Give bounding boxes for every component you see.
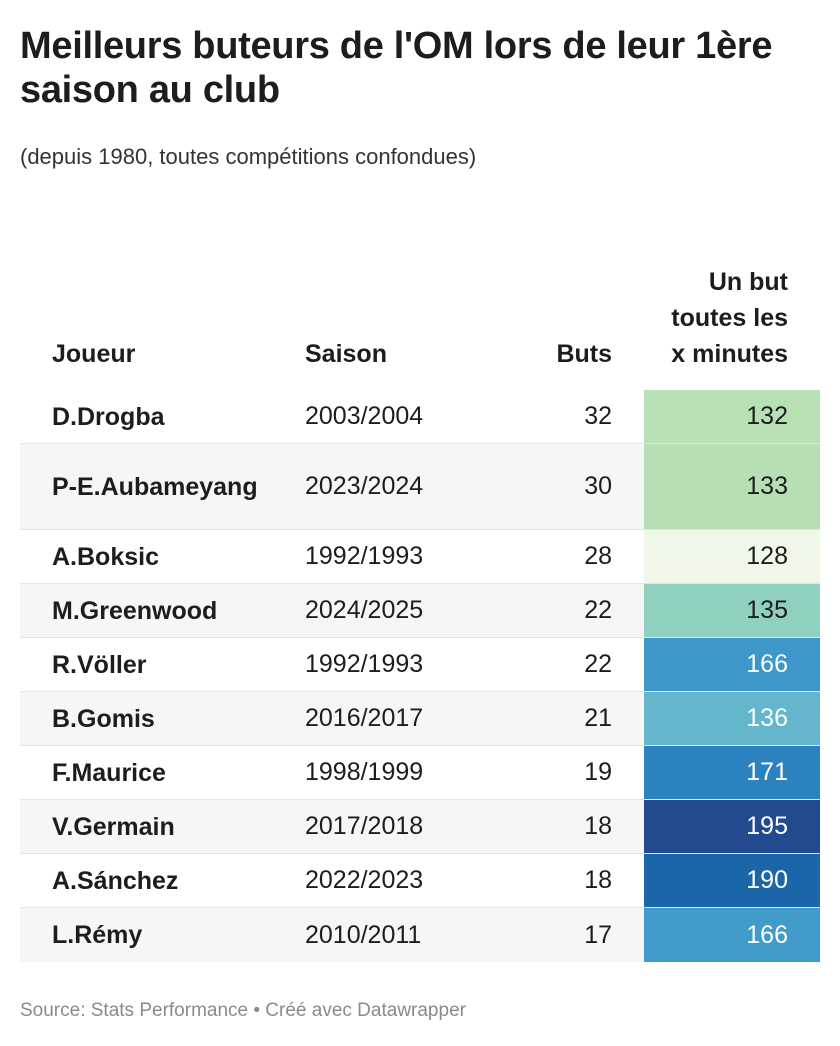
season-cell: 2010/2011: [305, 920, 422, 949]
table-row: R.Völler 1992/1993 22 166: [20, 638, 820, 692]
player-name: V.Germain: [52, 812, 175, 841]
player-name: L.Rémy: [52, 921, 143, 949]
minutes-cell: 128: [644, 530, 820, 583]
chart-subtitle: (depuis 1980, toutes compétitions confon…: [20, 144, 477, 169]
player-name: A.Sánchez: [52, 866, 179, 895]
goals-cell: 22: [584, 650, 612, 678]
table-header: Joueur Saison Buts Un but toutes les x m…: [20, 226, 820, 390]
goals-cell: 18: [584, 812, 612, 840]
table-row: P-E.Aubameyang 2023/2024 30 133: [20, 444, 820, 530]
goals-cell: 28: [584, 542, 612, 570]
season-cell: 2003/2004: [305, 402, 424, 430]
table-row: D.Drogba 2003/2004 32 132: [20, 390, 820, 444]
player-name: F.Maurice: [52, 758, 166, 787]
table-body: D.Drogba 2003/2004 32 132 P-E.Aubameyang 2023…: [20, 390, 820, 962]
goals-cell: 19: [584, 758, 612, 786]
goals-cell: 22: [584, 596, 612, 624]
minutes-cell: 195: [644, 800, 820, 853]
table-row: B.Gomis 2016/2017 21 136: [20, 692, 820, 746]
goals-cell: 21: [584, 704, 612, 732]
minutes-cell: 136: [644, 692, 820, 745]
player-name: R.Völler: [52, 650, 147, 679]
minutes-cell: 133: [644, 444, 820, 529]
minutes-cell: 166: [644, 638, 820, 691]
season-cell: 1992/1993: [305, 650, 424, 678]
player-name: B.Gomis: [52, 704, 155, 733]
table-row: F.Maurice 1998/1999 19 171: [20, 746, 820, 800]
header-goals: Buts: [556, 340, 612, 368]
table-row: L.Rémy 2010/2011 17 166: [20, 908, 820, 962]
season-cell: 2024/2025: [305, 596, 424, 624]
goals-cell: 17: [584, 920, 612, 949]
player-name: M.Greenwood: [52, 596, 218, 625]
goals-cell: 30: [584, 472, 612, 500]
minutes-cell: 166: [644, 908, 820, 962]
season-cell: 2017/2018: [305, 812, 424, 840]
season-cell: 2016/2017: [305, 704, 424, 732]
season-cell: 1998/1999: [305, 758, 424, 786]
table-row: A.Sánchez 2022/2023 18 190: [20, 854, 820, 908]
table-row: M.Greenwood 2024/2025 22 135: [20, 584, 820, 638]
header-minutes: Un but toutes les x minutes: [671, 268, 788, 368]
table-row: V.Germain 2017/2018 18 195: [20, 800, 820, 854]
player-name: P-E.Aubameyang: [52, 472, 258, 501]
header-player: Joueur: [52, 340, 136, 368]
chart-title: Meilleurs buteurs de l'OM lors de leur 1…: [20, 25, 773, 111]
player-name: A.Boksic: [52, 542, 159, 571]
header-season: Saison: [305, 340, 387, 368]
goals-cell: 18: [584, 866, 612, 894]
minutes-cell: 132: [644, 390, 820, 443]
minutes-cell: 135: [644, 584, 820, 637]
minutes-cell: 171: [644, 746, 820, 799]
season-cell: 2022/2023: [305, 866, 424, 894]
minutes-cell: 190: [644, 854, 820, 907]
season-cell: 1992/1993: [305, 542, 424, 570]
goals-cell: 32: [584, 402, 612, 430]
player-name: D.Drogba: [52, 402, 165, 431]
table-row: A.Boksic 1992/1993 28 128: [20, 530, 820, 584]
source-note: Source: Stats Performance • Créé avec Da…: [20, 1000, 466, 1021]
season-cell: 2023/2024: [305, 472, 424, 500]
scorers-table: Joueur Saison Buts Un but toutes les x m…: [20, 226, 820, 962]
